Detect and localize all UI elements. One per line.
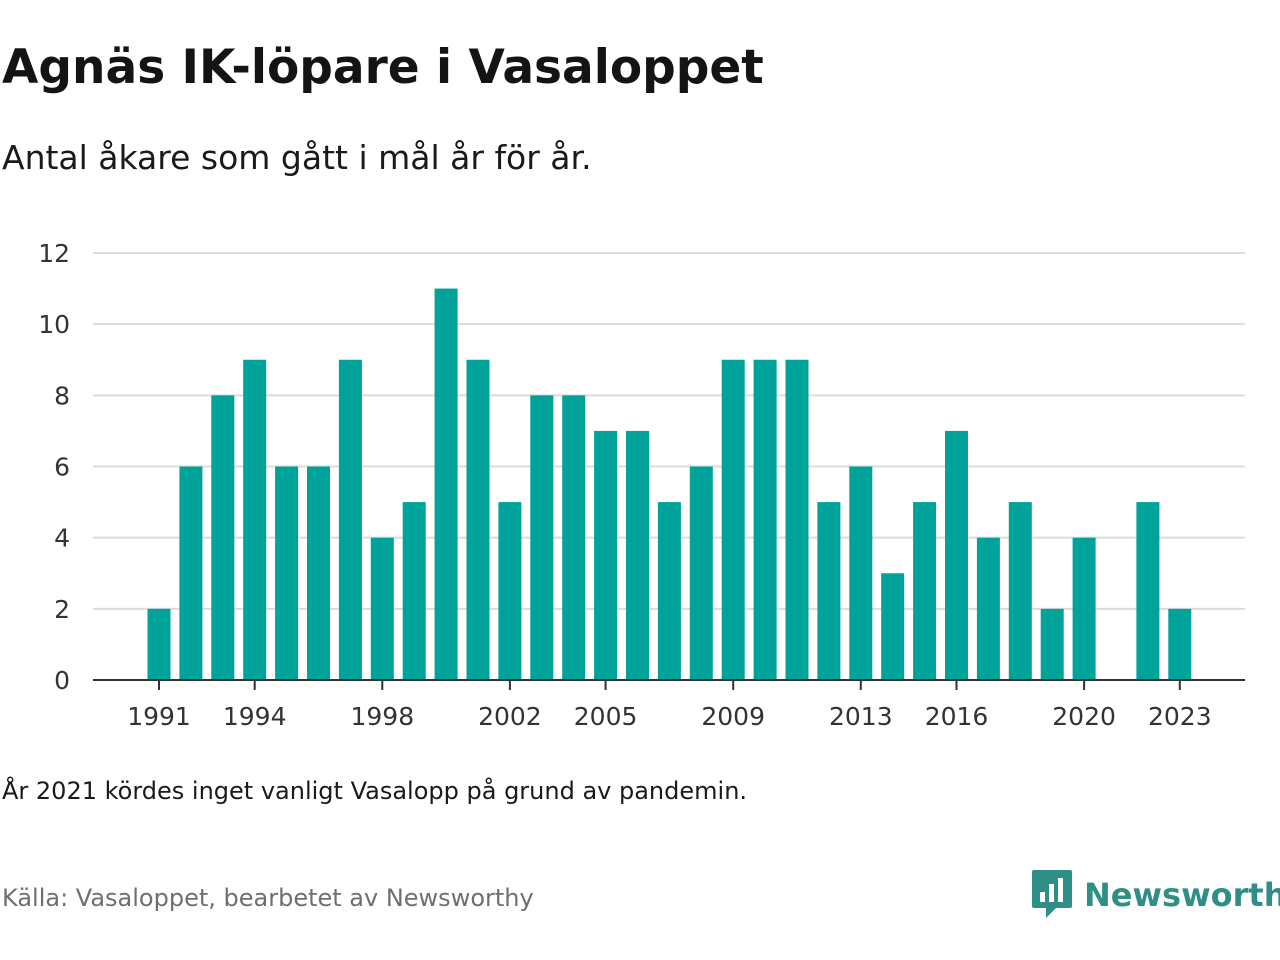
chart-subtitle: Antal åkare som gått i mål år för år. xyxy=(2,138,592,177)
x-tick-label: 2023 xyxy=(1148,702,1212,731)
bar-2020 xyxy=(1072,537,1096,680)
bar-2008 xyxy=(689,466,713,680)
brand-name: Newsworthy xyxy=(1084,876,1280,914)
bar-2001 xyxy=(466,359,490,680)
bar-1993 xyxy=(211,395,235,680)
x-tick-label: 2013 xyxy=(829,702,893,731)
bar-2011 xyxy=(785,359,809,680)
bar-1991 xyxy=(147,608,171,680)
bar-2010 xyxy=(753,359,777,680)
newsworthy-brand: Newsworthy xyxy=(1032,870,1280,920)
bar-2013 xyxy=(849,466,873,680)
bar-1999 xyxy=(402,502,426,680)
x-tick-label: 2020 xyxy=(1052,702,1116,731)
x-tick-label: 1998 xyxy=(350,702,414,731)
x-tick-label: 1994 xyxy=(223,702,287,731)
x-tick-label: 2002 xyxy=(478,702,542,731)
bars xyxy=(147,288,1192,680)
bar-2012 xyxy=(817,502,841,680)
bar-1997 xyxy=(338,359,362,680)
bar-2022 xyxy=(1136,502,1160,680)
axes: 0 2 4 6 8 10 12 1991 1994 1998 2002 2005 2009 2013 201… xyxy=(38,239,1245,731)
bar-2014 xyxy=(881,573,905,680)
x-tick-label: 1991 xyxy=(127,702,191,731)
bar-chart: 0 2 4 6 8 10 12 1991 1994 1998 2002 2005 2009 2013 201… xyxy=(38,239,1245,731)
bar-2005 xyxy=(594,430,618,680)
bar-1992 xyxy=(179,466,203,680)
x-tick-label: 2005 xyxy=(574,702,638,731)
footnote: År 2021 kördes inget vanligt Vasalopp på… xyxy=(2,777,748,805)
y-tick-label: 0 xyxy=(54,666,70,695)
bar-2003 xyxy=(530,395,554,680)
y-tick-label: 2 xyxy=(54,595,70,624)
bar-2004 xyxy=(562,395,586,680)
bar-2006 xyxy=(626,430,649,680)
bar-1995 xyxy=(275,466,299,680)
bar-2017 xyxy=(976,537,1000,680)
y-tick-label: 12 xyxy=(38,239,70,268)
y-tick-label: 6 xyxy=(54,453,70,482)
bar-2009 xyxy=(721,359,745,680)
bar-1996 xyxy=(307,466,330,680)
bar-2019 xyxy=(1040,608,1064,680)
chart-title: Agnäs IK-löpare i Vasaloppet xyxy=(2,40,764,95)
bar-2023 xyxy=(1168,608,1192,680)
source-note: Källa: Vasaloppet, bearbetet av Newswort… xyxy=(2,884,534,912)
bar-2016 xyxy=(945,430,968,680)
bar-2007 xyxy=(657,502,681,680)
y-tick-label: 8 xyxy=(54,381,70,410)
y-tick-label: 4 xyxy=(54,524,70,553)
newsworthy-logo-icon xyxy=(1032,870,1072,918)
bar-1998 xyxy=(370,537,394,680)
bar-2018 xyxy=(1008,502,1032,680)
bar-1994 xyxy=(243,359,267,680)
x-tick-label: 2016 xyxy=(925,702,989,731)
bar-2015 xyxy=(913,502,937,680)
x-tick-label: 2009 xyxy=(701,702,765,731)
y-tick-label: 10 xyxy=(38,310,70,339)
bar-2000 xyxy=(434,288,458,680)
bar-2002 xyxy=(498,502,522,680)
